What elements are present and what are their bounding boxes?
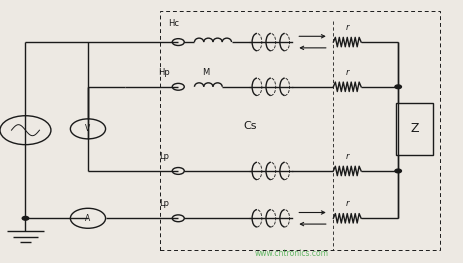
Text: Lp: Lp: [159, 199, 169, 208]
Text: www.cntronics.com: www.cntronics.com: [255, 249, 329, 258]
Bar: [160, 11, 440, 250]
Text: V: V: [85, 124, 91, 133]
Circle shape: [395, 169, 401, 173]
Text: Hp: Hp: [158, 68, 170, 77]
Text: r: r: [345, 152, 349, 161]
Circle shape: [395, 85, 401, 89]
Text: Cs: Cs: [243, 121, 257, 131]
Text: M: M: [202, 68, 210, 77]
Circle shape: [22, 216, 29, 220]
Text: Z: Z: [410, 122, 419, 135]
Text: r: r: [345, 68, 349, 77]
Text: r: r: [345, 199, 349, 208]
Text: A: A: [85, 214, 91, 223]
Text: Lp: Lp: [159, 152, 169, 161]
Bar: [396, 103, 433, 155]
Text: r: r: [345, 23, 349, 32]
Text: Hc: Hc: [168, 19, 179, 28]
